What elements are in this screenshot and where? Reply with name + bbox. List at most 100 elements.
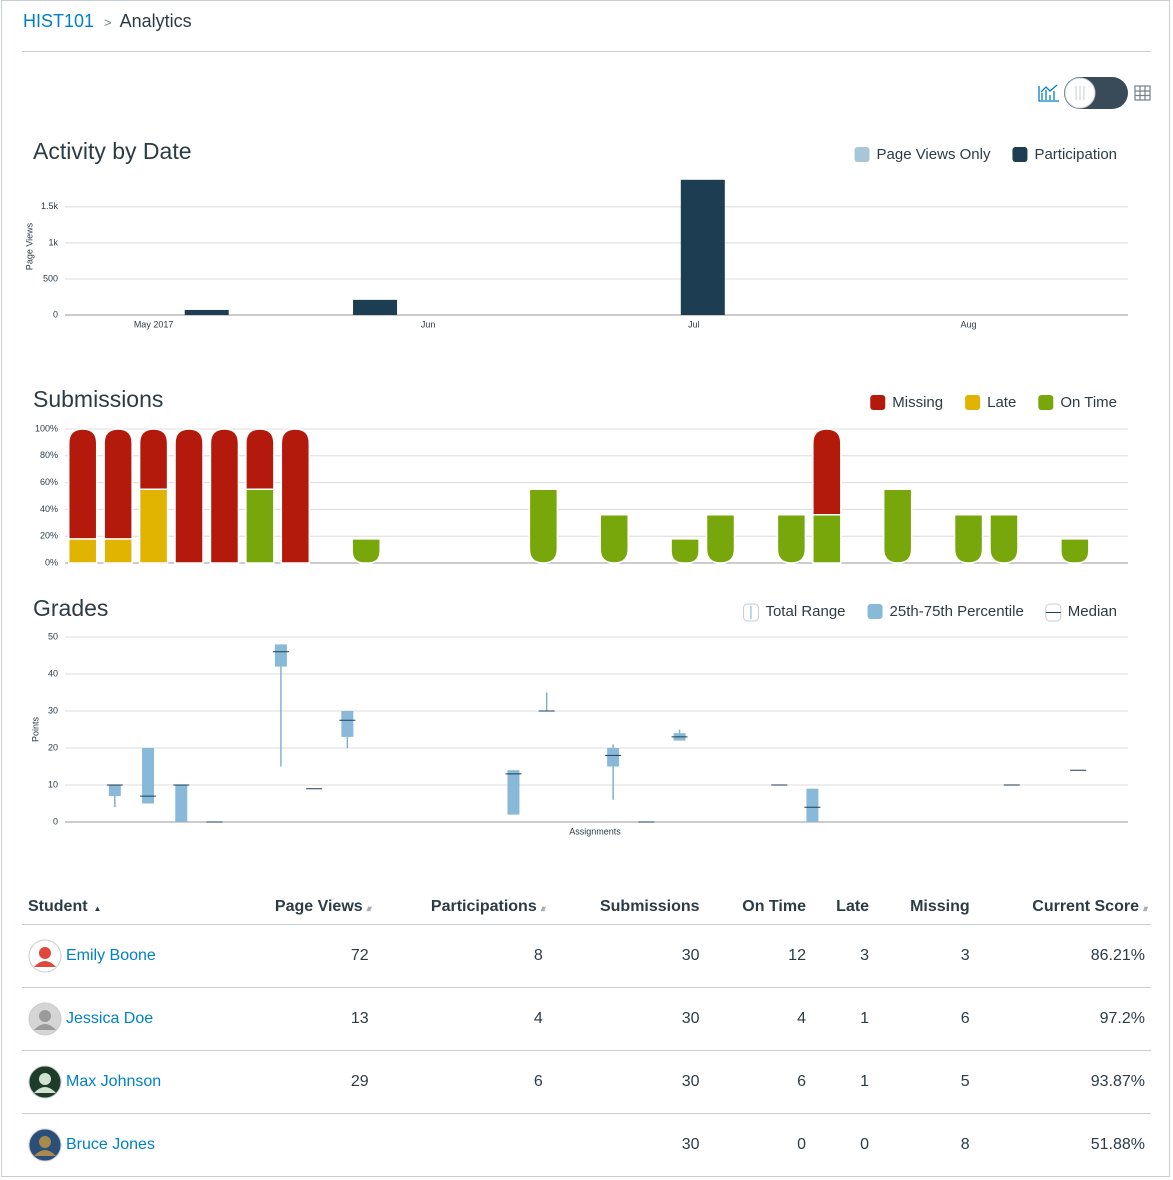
student-row: Emily Boone 72 8 30 12 3 3 86.21%	[22, 924, 1151, 988]
student-table: StudentPage ViewsParticipationsSubmissio…	[22, 890, 1151, 1177]
submission-bar	[103, 538, 133, 564]
percentile-box	[607, 748, 620, 767]
y-axis-label: Points	[30, 716, 40, 742]
avatar	[28, 1065, 62, 1099]
column-header[interactable]: Missing	[875, 890, 976, 925]
y-tick-label: 500	[43, 273, 58, 283]
avatar	[28, 1002, 62, 1036]
submission-bar	[67, 538, 98, 564]
student-cell: Max Johnson	[22, 1050, 227, 1114]
column-header[interactable]: Page Views	[226, 890, 375, 925]
value-cell: 4	[705, 987, 812, 1051]
value-cell: 3	[875, 924, 976, 988]
value-cell	[374, 1113, 549, 1177]
x-tick-label: Jul	[688, 319, 700, 329]
value-cell: 6	[374, 1050, 549, 1114]
x-tick-label: May 2017	[134, 319, 174, 329]
view-toggle[interactable]	[1038, 77, 1151, 109]
value-cell: 97.2%	[975, 987, 1151, 1051]
submission-bar	[209, 428, 240, 564]
chart-title: Grades	[33, 595, 108, 621]
page-name: Analytics	[119, 11, 192, 31]
value-cell: 0	[811, 1113, 876, 1177]
value-cell: 30	[548, 1113, 706, 1177]
legend-label: Median	[1068, 603, 1117, 620]
student-cell: Emily Boone	[22, 924, 227, 988]
student-row: Max Johnson 29 6 30 6 1 5 93.87%	[22, 1050, 1151, 1114]
student-link[interactable]: Jessica Doe	[66, 1010, 154, 1027]
student-link[interactable]: Max Johnson	[66, 1073, 162, 1090]
percentile-box	[507, 770, 520, 815]
submission-bar	[351, 538, 381, 564]
student-row: Jessica Doe 13 4 30 4 1 6 97.2%	[22, 987, 1151, 1051]
column-header[interactable]: Current Score	[975, 890, 1151, 925]
breadcrumb: HIST101 > Analytics	[23, 11, 192, 32]
legend-label: Late	[987, 394, 1016, 411]
student-row: Bruce Jones 30 0 0 8 51.88%	[22, 1113, 1151, 1177]
y-tick-label: 10	[48, 779, 58, 789]
submission-bar	[705, 514, 736, 564]
submission-bar	[1060, 538, 1090, 564]
submission-bar	[812, 514, 842, 564]
submission-bar	[599, 514, 629, 564]
value-cell: 93.87%	[975, 1050, 1151, 1114]
chart-icon	[1038, 84, 1059, 102]
value-cell: 29	[226, 1050, 375, 1114]
value-cell: 4	[374, 987, 549, 1051]
student-link[interactable]: Bruce Jones	[66, 1136, 155, 1153]
student-link[interactable]: Emily Boone	[66, 947, 156, 964]
activity-bar	[184, 309, 229, 315]
legend-swatch	[870, 395, 886, 410]
value-cell: 30	[548, 987, 706, 1051]
y-tick-label: 0%	[45, 557, 58, 567]
submission-bar	[245, 428, 275, 491]
value-cell: 72	[226, 924, 375, 988]
column-header[interactable]: Participations	[374, 890, 549, 925]
column-header[interactable]: Submissions	[548, 890, 706, 925]
value-cell: 13	[226, 987, 375, 1051]
chart-title: Activity by Date	[33, 138, 192, 164]
submission-bar	[280, 428, 311, 564]
percentile-box	[341, 711, 354, 737]
value-cell: 0	[705, 1113, 812, 1177]
column-header[interactable]: Student	[22, 890, 227, 925]
submission-bar	[953, 514, 984, 564]
percentile-box	[806, 788, 819, 822]
course-link[interactable]: HIST101	[23, 11, 95, 31]
column-header[interactable]: On Time	[705, 890, 812, 925]
chart-title: Submissions	[33, 386, 163, 412]
value-cell: 6	[705, 1050, 812, 1114]
knob-grip	[1075, 86, 1085, 100]
divider	[22, 51, 1151, 52]
value-cell: 8	[374, 924, 549, 988]
submission-bar	[528, 488, 559, 564]
y-tick-label: 1k	[48, 237, 58, 247]
column-header[interactable]: Late	[811, 890, 876, 925]
submission-bar	[174, 428, 204, 564]
legend-label: Total Range	[765, 603, 845, 620]
submission-bar	[138, 488, 169, 564]
y-axis-label: Page Views	[24, 222, 34, 270]
student-cell: Bruce Jones	[22, 1113, 227, 1177]
legend-label: Participation	[1034, 146, 1117, 163]
value-cell: 3	[811, 924, 876, 988]
value-cell: 86.21%	[975, 924, 1151, 988]
value-cell: 8	[875, 1113, 976, 1177]
y-tick-label: 1.5k	[41, 201, 59, 211]
submission-bar	[138, 428, 169, 491]
y-tick-label: 20	[48, 742, 58, 752]
value-cell: 1	[811, 1050, 876, 1114]
legend-swatch	[854, 147, 870, 162]
activity-bar	[680, 179, 725, 315]
percentile-box	[108, 785, 121, 797]
x-tick-label: Jun	[421, 319, 436, 329]
value-cell: 5	[875, 1050, 976, 1114]
y-tick-label: 40%	[40, 504, 58, 514]
y-tick-label: 20%	[40, 531, 58, 541]
y-tick-label: 40	[48, 668, 58, 678]
y-tick-label: 50	[48, 631, 58, 641]
avatar	[28, 939, 62, 973]
legend-label: Missing	[892, 394, 943, 411]
value-cell	[226, 1113, 375, 1177]
